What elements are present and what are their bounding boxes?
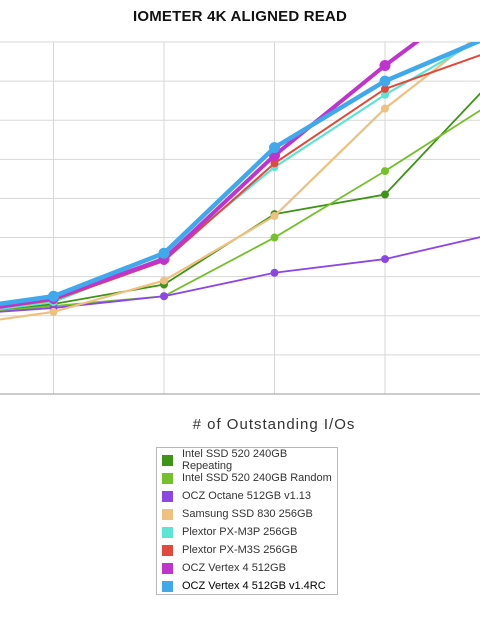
series-line — [0, 109, 480, 312]
legend-item: Plextor PX-M3S 256GB — [161, 541, 337, 559]
data-point — [48, 290, 59, 302]
data-point — [270, 233, 279, 242]
data-point — [379, 75, 391, 87]
data-point — [381, 90, 389, 99]
legend-label: Intel SSD 520 240GB Repeating — [182, 448, 288, 472]
line-chart-plot: 24816 — [0, 41, 480, 395]
legend-item: Intel SSD 520 240GB Random — [161, 469, 337, 487]
data-point — [49, 307, 58, 316]
series-line — [0, 42, 480, 307]
legend-label: Samsung SSD 830 256GB — [182, 508, 313, 520]
legend-item: Samsung SSD 830 256GB — [161, 505, 337, 523]
legend-item: Plextor PX-M3P 256GB — [161, 523, 337, 541]
data-point — [381, 84, 389, 93]
legend-swatch — [162, 562, 173, 574]
series-line — [0, 42, 473, 321]
data-point — [381, 190, 389, 199]
data-point — [160, 292, 168, 301]
legend-swatch — [162, 508, 173, 520]
legend-swatch — [162, 472, 173, 484]
legend-label: Intel SSD 520 240GB Random — [182, 472, 332, 484]
legend-label: Plextor PX-M3P 256GB — [182, 526, 298, 538]
legend-label: OCZ Vertex 4 512GB v1.4RC — [182, 580, 326, 592]
data-point — [381, 104, 389, 113]
legend-swatch — [162, 544, 173, 556]
data-point — [158, 247, 170, 259]
data-point — [381, 255, 389, 264]
data-point — [270, 268, 279, 277]
legend-item: Intel SSD 520 240GB Repeating — [161, 448, 337, 472]
legend-label: OCZ Octane 512GB v1.13 — [182, 490, 312, 502]
chart-title: IOMETER 4K ALIGNED READ — [132, 8, 348, 25]
legend-item: OCZ Vertex 4 512GB v1.4RC — [161, 577, 337, 595]
data-point — [381, 167, 389, 176]
series-line — [0, 236, 480, 313]
legend-swatch — [162, 454, 173, 466]
x-axis-label: # of Outstanding I/Os — [192, 416, 356, 433]
legend-swatch — [162, 580, 173, 592]
legend-label: Plextor PX-M3S 256GB — [182, 544, 298, 556]
legend-swatch — [162, 490, 173, 502]
data-point — [270, 212, 279, 221]
series-line — [0, 92, 480, 312]
data-point — [269, 142, 280, 154]
data-point — [379, 59, 391, 71]
data-point — [270, 159, 279, 168]
legend-item: OCZ Octane 512GB v1.13 — [161, 487, 337, 505]
data-point — [160, 276, 168, 285]
legend: Intel SSD 520 240GB Repeating Intel SSD 5… — [156, 447, 338, 595]
legend-item: OCZ Vertex 4 512GB — [161, 559, 337, 577]
legend-label: OCZ Vertex 4 512GB — [182, 562, 286, 574]
legend-swatch — [162, 526, 173, 538]
series-line — [0, 42, 420, 309]
